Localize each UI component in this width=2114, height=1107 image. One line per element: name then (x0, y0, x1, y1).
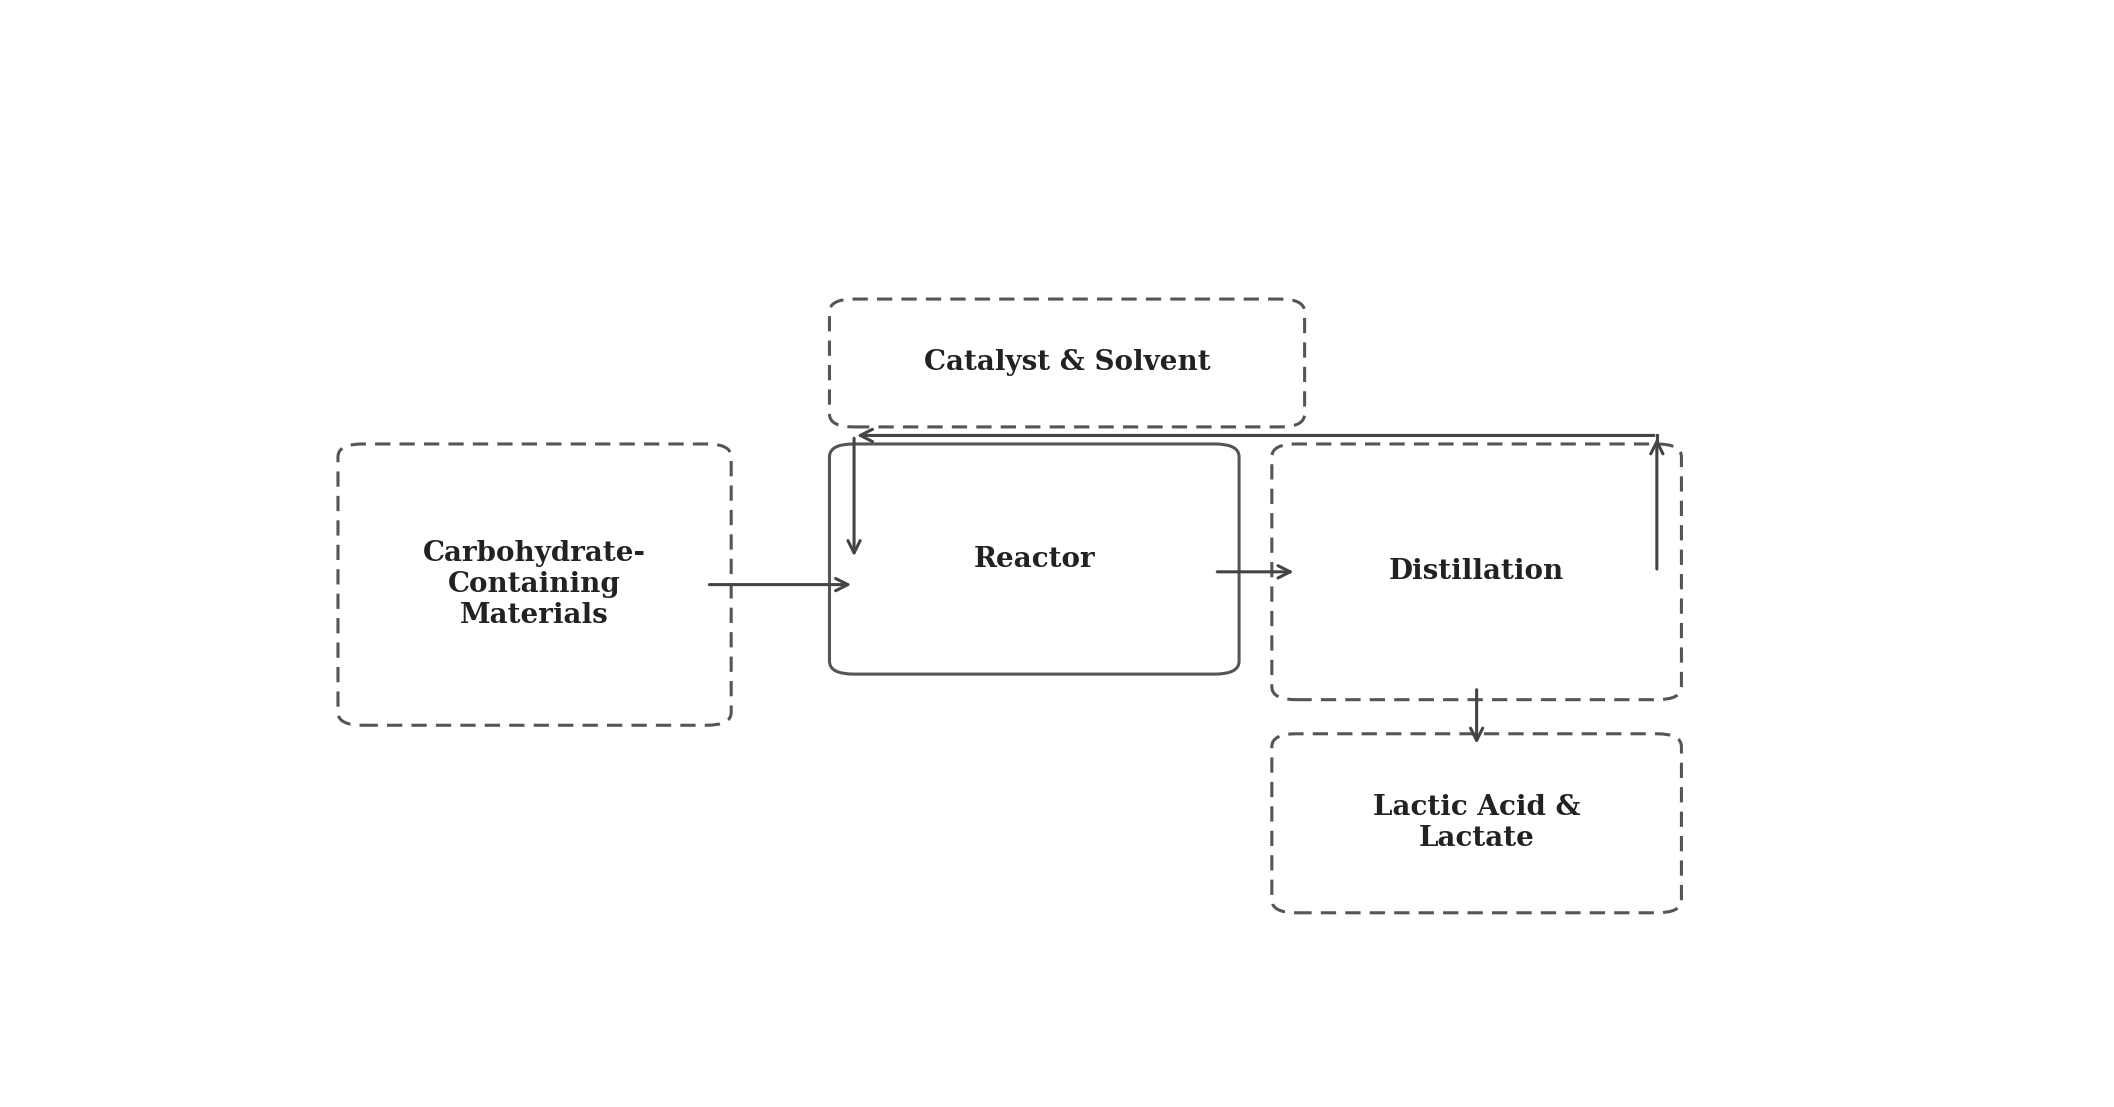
FancyBboxPatch shape (829, 444, 1239, 674)
FancyBboxPatch shape (338, 444, 731, 725)
FancyBboxPatch shape (829, 299, 1304, 427)
Text: Lactic Acid &
Lactate: Lactic Acid & Lactate (1372, 794, 1581, 852)
FancyBboxPatch shape (1273, 444, 1681, 700)
Text: Distillation: Distillation (1389, 558, 1564, 586)
Text: Catalyst & Solvent: Catalyst & Solvent (924, 350, 1211, 376)
FancyBboxPatch shape (1273, 734, 1681, 913)
Text: Carbohydrate-
Containing
Materials: Carbohydrate- Containing Materials (423, 540, 647, 629)
Text: Reactor: Reactor (972, 546, 1095, 572)
